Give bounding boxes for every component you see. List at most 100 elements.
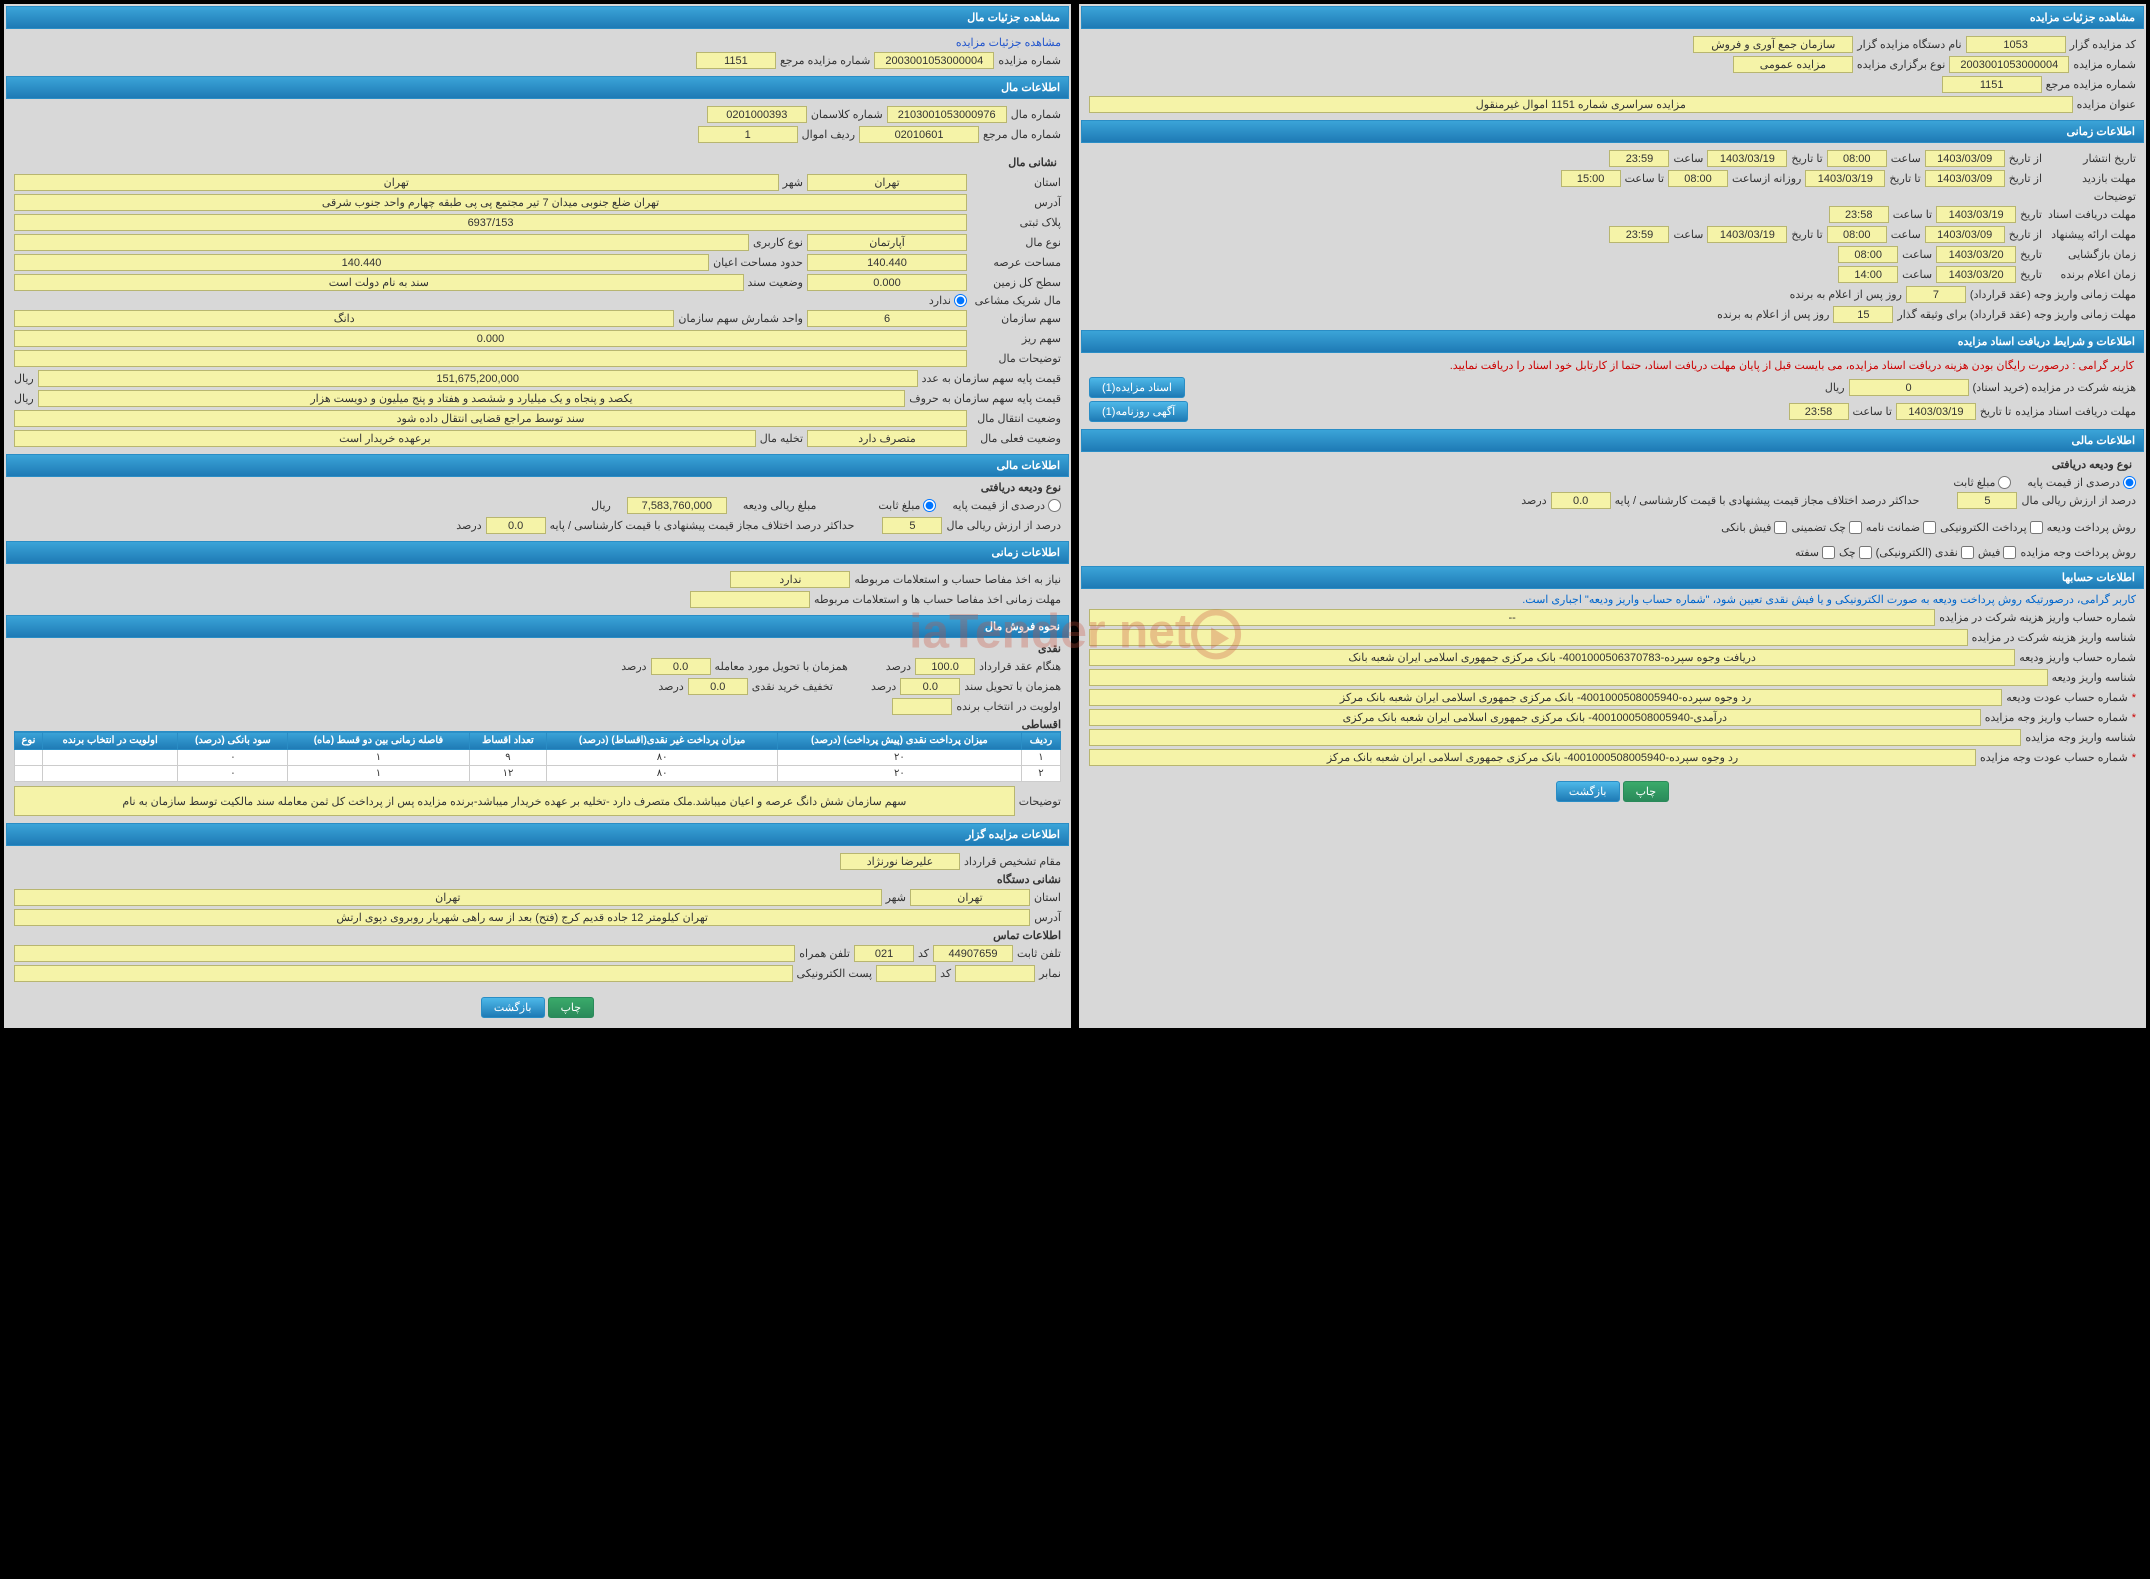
fld-ad-1: تهران ضلع جنوبی میدان 7 تیر مجتمع پی پی … [14,194,967,211]
fld-auth: علیرضا نورنژاد [840,853,960,870]
lbl-tm-0: نیاز به اخذ مفاصا حساب و استعلامات مربوط… [854,573,1061,586]
chk-fish[interactable] [1774,521,1787,534]
lbl-t1-from: از تاریخ [2009,152,2042,165]
lbl-t6-d: تاریخ [2020,248,2042,261]
lbl-m1: شماره مزایده [998,54,1061,67]
link-view-auction[interactable]: مشاهده جزئیات مزایده [956,36,1061,49]
fld-ad-7: 6 [807,310,967,327]
chk2-cash[interactable] [1961,546,1974,559]
fld-sale-1b: 0.0 [688,678,748,695]
lbl-t4-d: تاریخ [2020,208,2042,221]
fld-desc2: سهم سازمان شش دانگ عرصه و اعیان میباشد.م… [14,786,1015,816]
fld-ct-1 [955,965,1035,982]
sub-cash: نقدی [14,642,1061,655]
lbl2-check: چک [1839,546,1856,559]
lbl-sale-0b: همزمان با تحویل مورد معامله [715,660,848,673]
lbl-ad-10: قیمت پایه سهم سازمان به عدد [922,372,1061,385]
lbl-ad2-0: استان [1034,891,1061,904]
lbl-opt-fixed2: مبلغ ثابت [878,499,920,512]
lbl-ad2-1: آدرس [1034,911,1061,924]
fld-ad-7b: دانگ [14,310,674,327]
fld-t6-d: 1403/03/20 [1936,246,2016,263]
fld-ad2-0: تهران [910,889,1030,906]
fld-m1b: 1151 [696,52,776,69]
lbl-pct-val: درصد از ارزش ریالی مال [2021,494,2136,507]
btn-back-r[interactable]: بازگشت [1556,781,1620,802]
lbl-pct-u: درصد [1521,494,1546,507]
main-container: مشاهده جزئیات مزایده کد مزایده گزار 1053… [0,0,2150,1032]
fld-ad-10: 151,675,200,000 [38,370,918,387]
lbl-acc-2: شماره حساب واریز ودیعه [2019,651,2136,664]
lbl-pub-date: تاریخ انتشار [2046,152,2136,165]
radio-pct2[interactable] [1048,499,1061,512]
fld-ad-5b: سند به نام دولت است [14,274,744,291]
sub-installment: اقساطی [14,718,1061,731]
fld-t2-from: 1403/03/09 [1925,170,2005,187]
hdr-time2: اطلاعات زمانی [6,541,1069,564]
hdr-mal: مشاهده جزئیات مال [6,6,1069,29]
fld-auc-type: مزایده عمومی [1733,56,1853,73]
lbl-pct2-u: درصد [456,519,481,532]
btn-print-l[interactable]: چاپ [548,997,595,1018]
lbl-visit: مهلت بازدید [2046,172,2136,185]
lbl-acc-3: شناسه واریز ودیعه [2052,671,2136,684]
lbl-acc-4: شماره حساب عودت ودیعه [2006,691,2127,704]
radio-fixed2[interactable] [923,499,936,512]
lbl-opt-pct2: درصدی از قیمت پایه [952,499,1045,512]
fld-ad-4b: 140.440 [14,254,709,271]
fld-mi-1b: 1 [698,126,798,143]
lbl-auc-num: شماره مزایده [2073,58,2136,71]
lbl-ad-8: سهم ریز [971,332,1061,345]
chk-eft[interactable] [2030,521,2043,534]
btn-back-l[interactable]: بازگشت [481,997,545,1018]
lbl-acc-0: شماره حساب واریز هزینه شرکت در مزایده [1939,611,2136,624]
lbl-ad2-0b: شهر [886,891,906,904]
lbl-ct-0: تلفن ثابت [1017,947,1061,960]
fld-t2-tohr: 15:00 [1561,170,1621,187]
fld-ad2-1: تهران کیلومتر 12 جاده قدیم کرج (فتح) بعد… [14,909,1030,926]
fld-t2-to: 1403/03/19 [1805,170,1885,187]
lbl-mi-1a: شماره مال مرجع [983,128,1061,141]
radio-fixed[interactable] [1998,476,2011,489]
lbl-ad-11: قیمت پایه سهم سازمان به حروف [909,392,1061,405]
btn-docs[interactable]: اسناد مزایده(1) [1089,377,1185,398]
chk-check[interactable] [1849,521,1862,534]
fld-maxdiff: 0.0 [1551,492,1611,509]
lbl-t1-to: تا تاریخ [1791,152,1822,165]
chk2-check[interactable] [1859,546,1872,559]
lbl-ad-12: وضعیت انتقال مال [971,412,1061,425]
lbl-t1-hr: ساعت [1891,152,1921,165]
lbl-pct2: درصد از ارزش ریالی مال [946,519,1061,532]
fld-ad-3: آپارتمان [807,234,967,251]
lbl-t4-h: تا ساعت [1893,208,1932,221]
radio-ad-6[interactable] [954,294,967,307]
lbl-acc-7: شماره حساب عودت وجه مزایده [1980,751,2128,764]
hdr-auction-details: مشاهده جزئیات مزایده [1081,6,2144,29]
lbl-pay-deadline: مهلت زمانی واریز وجه (عقد قرارداد) [1970,288,2136,301]
chk-guar[interactable] [1923,521,1936,534]
chk2-fish[interactable] [2003,546,2016,559]
hdr-auth: اطلاعات مزایده گزار [6,823,1069,846]
lbl-dep-u: ریال [591,499,611,512]
fld-t5-th: 23:59 [1609,226,1669,243]
lbl-doc-deadline: مهلت دریافت اسناد [2046,208,2136,221]
lbl-sale-1: همزمان با تحویل سند [964,680,1061,693]
lbl-t6-h: ساعت [1902,248,1932,261]
right-panel: مشاهده جزئیات مزایده کد مزایده گزار 1053… [1079,4,2146,1028]
fld-ad-13b: برعهده خریدار است [14,430,756,447]
sub-dep: نوع ودیعه دریافتی [14,481,1061,494]
lbl-ad-4: مساحت عرصه [971,256,1061,269]
btn-news[interactable]: آگهی روزنامه(1) [1089,401,1188,422]
lbl-m1b: شماره مزایده مرجع [780,54,870,67]
fld-ad-4: 140.440 [807,254,967,271]
radio-pct[interactable] [2123,476,2136,489]
hdr-acc: اطلاعات حسابها [1081,566,2144,589]
lbl-ct-1: نمابر [1039,967,1061,980]
lbl-t2-from: از تاریخ [2009,172,2042,185]
btn-print-r[interactable]: چاپ [1623,781,1670,802]
lbl-maxdiff: حداکثر درصد اختلاف مجاز قیمت پیشنهادی با… [1615,494,1920,507]
chk2-safteh[interactable] [1822,546,1835,559]
lbl-rial: ریال [1825,381,1845,394]
hdr-fin: اطلاعات مالی [1081,429,2144,452]
fld-ad-2: 6937/153 [14,214,967,231]
